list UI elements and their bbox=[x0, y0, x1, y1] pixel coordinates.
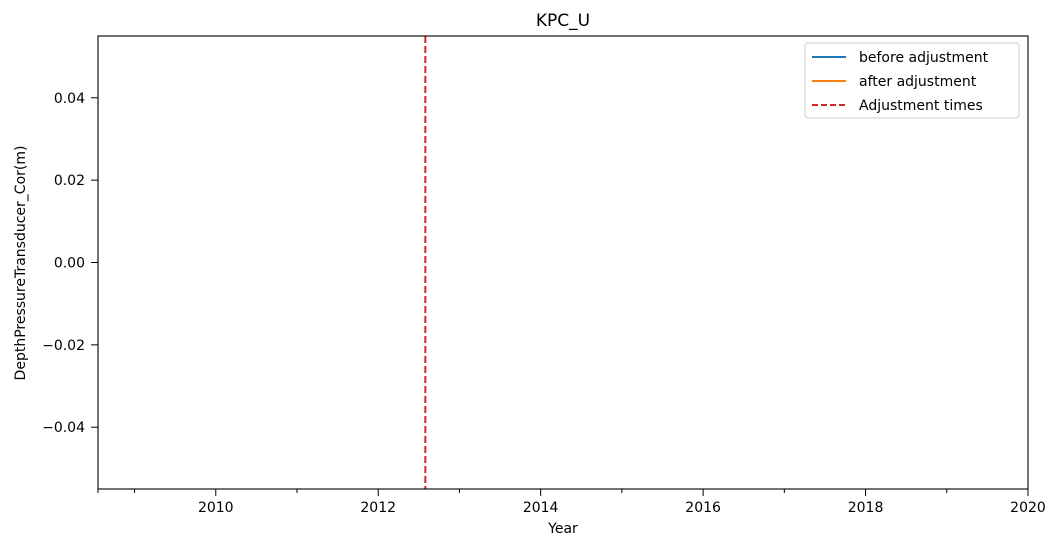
y-axis: −0.04 −0.02 0.00 0.02 0.04 bbox=[42, 91, 98, 436]
x-axis: 2010 2012 2014 2016 2018 2020 bbox=[97, 489, 1046, 516]
x-tick-label: 2012 bbox=[360, 500, 396, 516]
x-tick-label: 2018 bbox=[848, 500, 884, 516]
y-tick-label: 0.02 bbox=[54, 173, 85, 189]
y-tick-label: 0.04 bbox=[54, 91, 85, 107]
plot-frame bbox=[97, 35, 1029, 490]
y-tick-label: −0.02 bbox=[42, 338, 85, 354]
y-tick-label: −0.04 bbox=[42, 420, 85, 436]
x-tick-label: 2010 bbox=[198, 500, 234, 516]
x-tick-label: 2020 bbox=[1010, 500, 1046, 516]
legend-label: before adjustment bbox=[859, 50, 989, 66]
x-tick-label: 2016 bbox=[685, 500, 721, 516]
y-tick-label: 0.00 bbox=[54, 256, 85, 272]
x-axis-title: Year bbox=[547, 521, 578, 537]
legend-box bbox=[804, 42, 1020, 119]
legend: before adjustment after adjustment Adjustm… bbox=[804, 42, 1020, 119]
legend-label: after adjustment bbox=[859, 74, 977, 90]
legend-label: Adjustment times bbox=[859, 98, 983, 114]
y-axis-title: DepthPressureTransducer_Cor(m) bbox=[13, 146, 29, 381]
x-tick-label: 2014 bbox=[523, 500, 559, 516]
chart-title: KPC_U bbox=[536, 11, 590, 31]
